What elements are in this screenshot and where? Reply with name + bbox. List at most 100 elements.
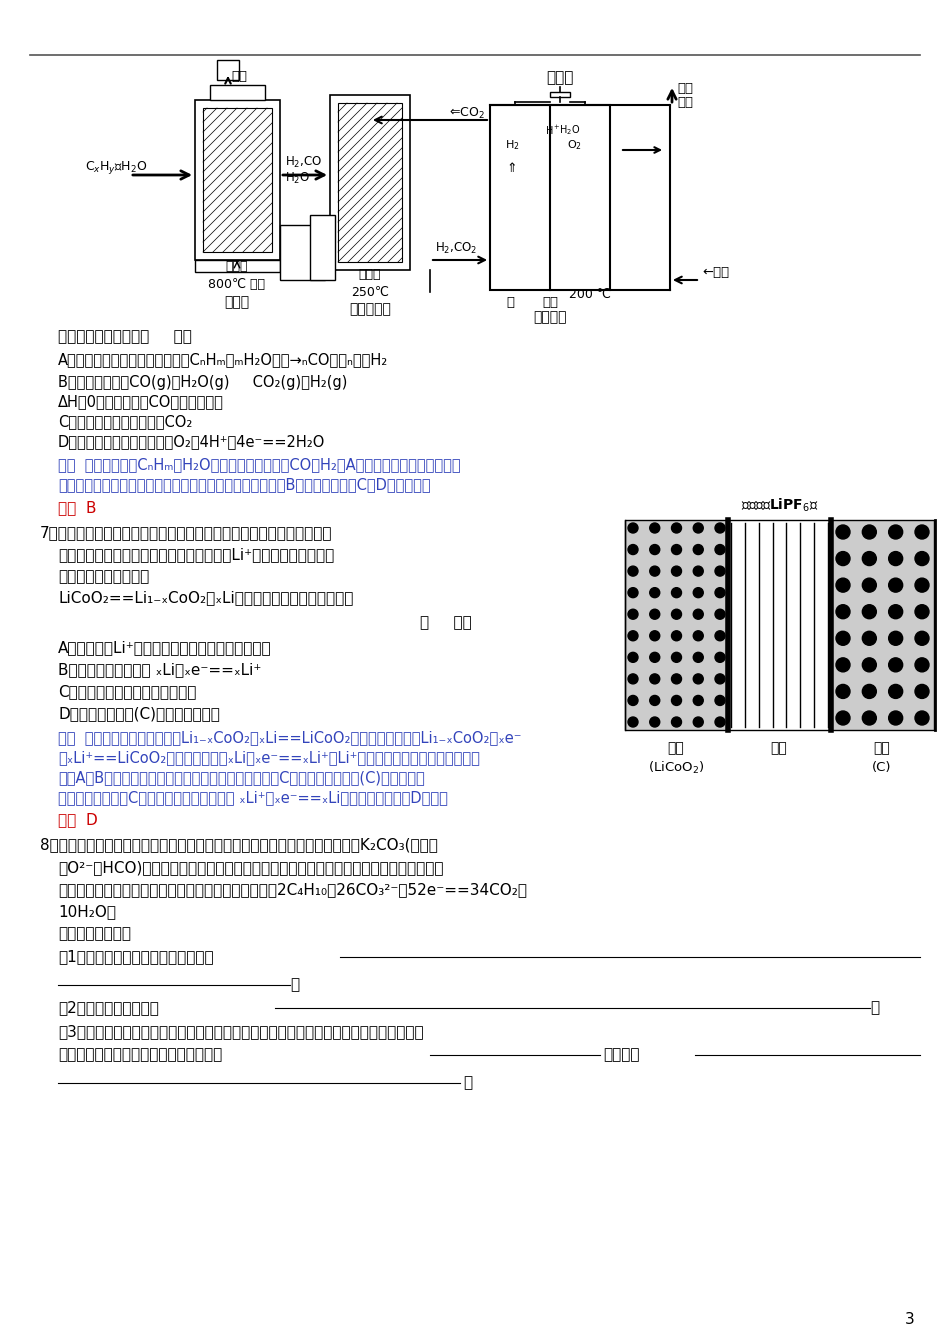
Text: 磷酸: 磷酸 [542,296,558,309]
Circle shape [915,605,929,618]
Circle shape [836,605,850,618]
Text: ，它来自: ，它来自 [603,1047,639,1063]
Text: (C): (C) [872,762,892,774]
Circle shape [672,566,681,577]
Text: 7．锂离子电池已经成为应用最广泛的可充电电池。某种锂离子电池的结: 7．锂离子电池已经成为应用最广泛的可充电电池。某种锂离子电池的结 [40,526,332,540]
Circle shape [715,587,725,598]
Circle shape [915,657,929,672]
Text: 燃料电池: 燃料电池 [533,310,567,324]
Circle shape [715,609,725,620]
Circle shape [915,684,929,699]
Text: 触媒层: 触媒层 [226,261,248,273]
Text: 电解液（LiPF$_6$）: 电解液（LiPF$_6$） [741,496,819,513]
Circle shape [650,587,659,598]
Circle shape [863,632,876,645]
Bar [831,520,934,730]
Text: 排气: 排气 [231,70,247,82]
Circle shape [628,544,638,555]
Text: 改质器: 改质器 [224,294,250,309]
Circle shape [863,684,876,699]
Bar [330,95,410,270]
Circle shape [715,695,725,706]
Circle shape [672,609,681,620]
Text: 移位反应器: 移位反应器 [349,302,391,316]
Text: H$_2$: H$_2$ [504,138,520,152]
Text: 200 ℃: 200 ℃ [569,288,611,301]
Text: A．放电时，Li⁺主要从负极区通过隔膜移向正极区: A．放电时，Li⁺主要从负极区通过隔膜移向正极区 [58,641,272,656]
Bar [203,108,272,253]
Circle shape [915,526,929,539]
Circle shape [836,578,850,593]
Text: D．该电池正极的电极反应为O₂＋4H⁺＋4e⁻==2H₂O: D．该电池正极的电极反应为O₂＋4H⁺＋4e⁻==2H₂O [58,434,325,449]
Bar [310,215,335,280]
Text: ←空气: ←空气 [702,266,730,280]
Text: 下列说法不正确的是（     ）。: 下列说法不正确的是（ ）。 [58,329,192,344]
Circle shape [650,652,659,663]
Circle shape [672,695,681,706]
Circle shape [628,630,638,641]
Text: 答案  D: 答案 D [58,813,98,828]
Text: D．充电时，负极(C)上锂元素被氧化: D．充电时，负极(C)上锂元素被氧化 [58,707,219,722]
Circle shape [694,695,703,706]
Text: H$_2$,CO: H$_2$,CO [285,155,322,169]
Text: 解析  由题图可知，CₙHₘ和H₂O通过改质器后，生成CO和H₂，A正确；触媒在合适温度下活: 解析 由题图可知，CₙHₘ和H₂O通过改质器后，生成CO和H₂，A正确；触媒在合… [58,457,461,473]
Text: H$_2$O: H$_2$O [560,124,580,137]
Text: 10H₂O。: 10H₂O。 [58,905,116,919]
Text: ⇐CO$_2$: ⇐CO$_2$ [449,105,485,121]
Circle shape [715,544,725,555]
Text: 构示意图如图，其中两极区间的隔膜只允许Li⁺通过。电池充电时的: 构示意图如图，其中两极区间的隔膜只允许Li⁺通过。电池充电时的 [58,547,334,563]
Circle shape [628,716,638,727]
Text: （2）正极电极反应式为: （2）正极电极反应式为 [58,1000,159,1016]
Circle shape [694,609,703,620]
Circle shape [836,526,850,539]
Circle shape [650,566,659,577]
Text: 热能: 热能 [677,97,693,109]
Text: 含O²⁻和HCO)为电解质，以丁烷为燃料，以空气为氧化剂，以具有催化作用和导电性能的: 含O²⁻和HCO)为电解质，以丁烷为燃料，以空气为氧化剂，以具有催化作用和导电性… [58,860,444,875]
Circle shape [694,587,703,598]
Text: 区，A、B正确；充电过程是电能转化为化学能的过程，C正确；充电时负极(C)接的是外接: 区，A、B正确；充电过程是电能转化为化学能的过程，C正确；充电时负极(C)接的是… [58,770,425,785]
Circle shape [715,652,725,663]
Circle shape [915,578,929,593]
Circle shape [694,544,703,555]
Circle shape [836,711,850,724]
Circle shape [672,523,681,534]
Circle shape [650,630,659,641]
Circle shape [915,551,929,566]
Circle shape [672,652,681,663]
Text: ＋ₓLi⁺==LiCoO₂，负极反应为：ₓLi－ₓe⁻==ₓLi⁺，Li⁺主要从负极区通过隔膜移向正极: ＋ₓLi⁺==LiCoO₂，负极反应为：ₓLi－ₓe⁻==ₓLi⁺，Li⁺主要从… [58,750,480,766]
Text: 性最强，高于或低于合适温度，催化活性都会降低或消失，B错误；由图看出C、D两项正确。: 性最强，高于或低于合适温度，催化活性都会降低或消失，B错误；由图看出C、D两项正… [58,477,430,492]
Circle shape [888,526,902,539]
Text: 8．熔融盐燃料电池具有较高的发电效率，因而受到重视。某燃料电池以熔融的K₂CO₃(其中不: 8．熔融盐燃料电池具有较高的发电效率，因而受到重视。某燃料电池以熔融的K₂CO₃… [40,837,438,852]
Circle shape [836,632,850,645]
Circle shape [650,523,659,534]
Text: C．负极排出的气体主要是CO₂: C．负极排出的气体主要是CO₂ [58,414,192,430]
Circle shape [888,551,902,566]
Circle shape [650,716,659,727]
Text: ⇑: ⇑ [506,161,517,175]
Text: O$_2$: O$_2$ [567,138,582,152]
Text: 正极: 正极 [668,741,684,755]
Circle shape [650,609,659,620]
Circle shape [672,630,681,641]
Text: 3: 3 [905,1313,915,1328]
Circle shape [836,551,850,566]
Text: 试回答下列问题：: 试回答下列问题： [58,926,131,942]
Circle shape [650,544,659,555]
Text: ；: ； [290,977,299,992]
Circle shape [628,523,638,534]
Circle shape [628,652,638,663]
Text: C．充电时，将电能转化为化学能: C．充电时，将电能转化为化学能 [58,684,197,699]
Circle shape [715,523,725,534]
Bar [728,520,831,730]
Circle shape [694,630,703,641]
Text: H$^+$: H$^+$ [545,124,560,137]
Circle shape [888,605,902,618]
Circle shape [863,526,876,539]
Text: 。: 。 [463,1075,472,1090]
Circle shape [715,630,725,641]
Circle shape [628,609,638,620]
Circle shape [888,578,902,593]
Text: 铂: 铂 [506,296,514,309]
Circle shape [672,544,681,555]
Text: 触媒层: 触媒层 [359,269,381,281]
